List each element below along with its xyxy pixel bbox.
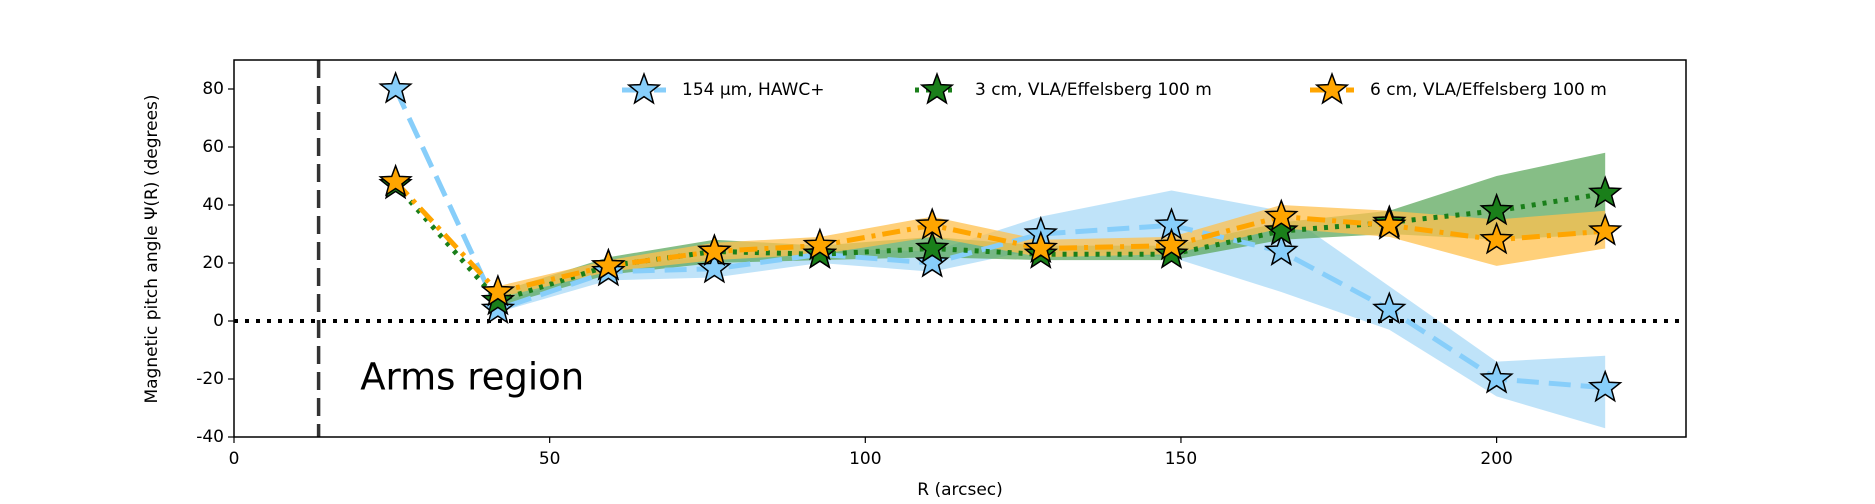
star-marker <box>1587 369 1623 403</box>
star-marker <box>697 250 732 284</box>
plot-frame <box>233 59 1687 438</box>
y-tick-label: -20 <box>196 369 224 389</box>
star-marker <box>1479 221 1514 255</box>
x-tick-label: 0 <box>229 449 240 469</box>
x-axis-label: R (arcsec) <box>917 480 1003 500</box>
star-marker <box>1479 192 1514 226</box>
y-tick-label: 20 <box>202 253 224 273</box>
series-line <box>393 183 1606 304</box>
star-marker <box>591 247 626 281</box>
star-marker <box>914 207 950 240</box>
y-tick-label: 80 <box>202 79 224 99</box>
star-marker <box>1264 233 1299 267</box>
star-marker <box>1264 198 1299 232</box>
star-marker <box>1264 212 1299 246</box>
y-tick-label: 0 <box>213 311 224 331</box>
legend-label: 154 μm, HAWC+ <box>682 80 824 100</box>
y-tick-label: -40 <box>196 427 224 447</box>
star-marker <box>1479 360 1514 394</box>
star-marker <box>1587 212 1623 246</box>
star-marker <box>1372 207 1407 240</box>
star-marker <box>1154 227 1189 261</box>
star-marker <box>378 70 413 104</box>
legend-marker <box>1314 71 1350 105</box>
series-line <box>393 180 1606 295</box>
legend-label: 6 cm, VLA/Effelsberg 100 m <box>1370 80 1607 100</box>
annotation: Arms region <box>360 356 584 399</box>
error-band <box>497 190 1606 429</box>
star-marker <box>914 230 950 264</box>
x-tick-label: 150 <box>1165 449 1197 469</box>
x-tick-label: 200 <box>1480 449 1512 469</box>
y-tick-label: 40 <box>202 195 224 215</box>
star-marker <box>697 233 732 267</box>
star-marker <box>914 244 950 278</box>
legend-marker <box>919 71 955 105</box>
star-marker <box>1587 175 1623 209</box>
x-tick-label: 50 <box>539 449 561 469</box>
y-tick-label: 60 <box>202 137 224 157</box>
star-marker <box>480 273 516 307</box>
star-marker <box>1372 291 1407 325</box>
star-marker <box>1023 230 1059 264</box>
x-tick-label: 100 <box>849 449 881 469</box>
legend-marker <box>626 71 662 105</box>
star-marker <box>802 227 838 261</box>
star-marker <box>378 163 413 197</box>
series-line <box>393 87 1606 391</box>
y-axis-label: Magnetic pitch angle Ψ(R) (degrees) <box>142 94 162 403</box>
legend-label: 3 cm, VLA/Effelsberg 100 m <box>975 80 1212 100</box>
